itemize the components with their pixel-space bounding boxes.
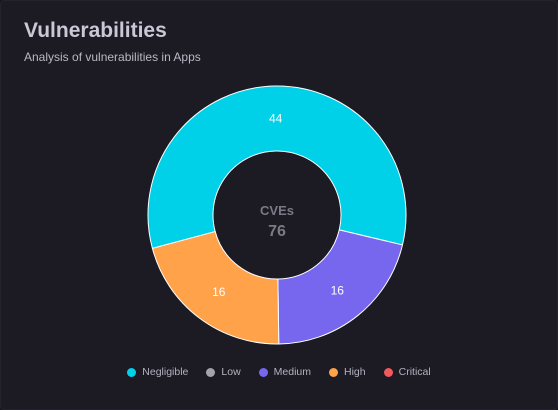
legend-marker — [258, 367, 268, 377]
slice-medium[interactable] — [277, 229, 404, 345]
legend-label: High — [344, 366, 366, 378]
chart-legend: Negligible Low Medium High Critical — [1, 366, 557, 378]
legend-label: Critical — [398, 366, 431, 378]
slice-value-high: 16 — [212, 285, 226, 299]
legend-item-high[interactable]: High — [329, 366, 366, 378]
center-label: CVEs — [260, 203, 294, 218]
donut-labels: 44 16 16 — [212, 112, 344, 299]
card-title: Vulnerabilities — [24, 19, 167, 42]
legend-label: Medium — [273, 366, 312, 378]
legend-label: Negligible — [142, 366, 189, 378]
slice-value-medium: 16 — [331, 283, 345, 297]
card-subtitle: Analysis of vulnerabilities in Apps — [24, 50, 201, 64]
legend-marker — [206, 367, 216, 377]
slice-negligible[interactable] — [147, 85, 407, 250]
legend-marker — [329, 367, 339, 377]
legend-marker — [127, 367, 137, 377]
legend-item-negligible[interactable]: Negligible — [127, 366, 188, 378]
legend-item-critical[interactable]: Critical — [383, 366, 431, 378]
legend-item-medium[interactable]: Medium — [258, 366, 312, 378]
donut-slices — [147, 85, 407, 345]
slice-high[interactable] — [151, 230, 280, 345]
center-total: 76 — [268, 223, 286, 240]
legend-label: Low — [221, 366, 241, 378]
slice-value-negligible: 44 — [269, 112, 283, 126]
legend-marker — [383, 367, 393, 377]
legend-item-low[interactable]: Low — [206, 366, 241, 378]
